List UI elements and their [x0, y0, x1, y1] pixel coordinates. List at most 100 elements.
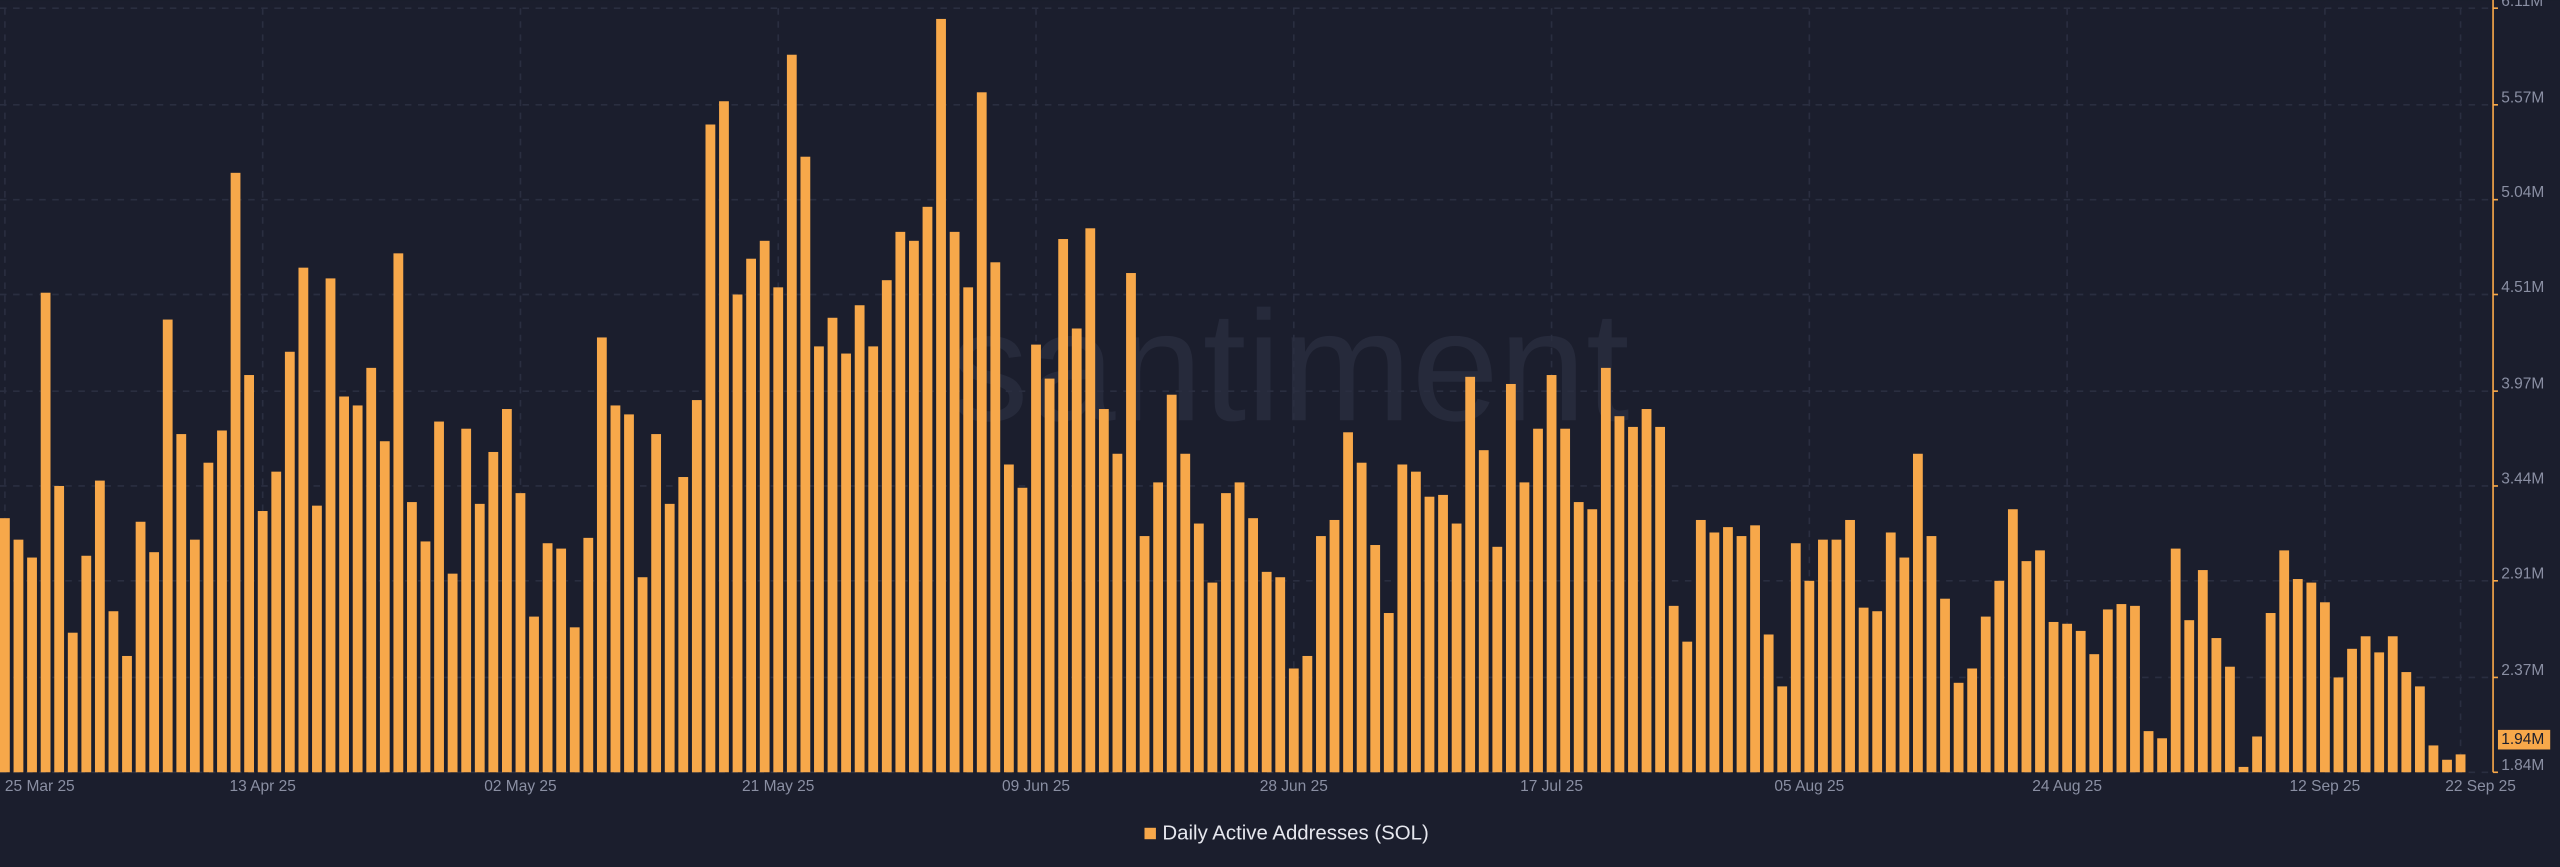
bar [122, 655, 132, 773]
bar [54, 485, 65, 773]
bar [746, 258, 756, 773]
bar [1560, 428, 1571, 773]
bar [976, 92, 987, 773]
bar [1804, 580, 1815, 773]
bar [1316, 536, 1326, 773]
bar [2184, 620, 2195, 773]
bar [2306, 582, 2317, 773]
y-tick-label: 2.91M [2501, 565, 2544, 582]
bar [610, 405, 621, 773]
bar [0, 518, 10, 773]
bar [1193, 523, 1204, 773]
bar [1126, 273, 1136, 773]
bar [1899, 557, 1910, 773]
bar [298, 267, 309, 773]
bar [1397, 464, 1408, 773]
bar [1831, 539, 1842, 773]
y-tick-label: 3.97M [2501, 376, 2544, 393]
x-tick-label: 22 Sep 25 [2445, 778, 2516, 795]
bar [854, 305, 865, 773]
x-tick-label: 05 Aug 25 [1774, 778, 1844, 795]
bar [1533, 428, 1543, 773]
bar [420, 541, 431, 773]
bar [352, 405, 363, 773]
x-tick-label: 21 May 25 [742, 778, 814, 795]
bar [1180, 453, 1191, 773]
bar [596, 337, 607, 773]
y-tick-label: 4.51M [2501, 279, 2544, 296]
bar [1940, 598, 1950, 773]
legend-text: Daily Active Addresses (SOL) [1162, 823, 1428, 845]
bar [2347, 648, 2357, 773]
bar [2279, 550, 2290, 773]
bar [1044, 378, 1055, 773]
bar [1275, 577, 1286, 773]
bar [1234, 482, 1245, 773]
bar [162, 319, 173, 773]
bar [1343, 432, 1353, 773]
bar [203, 462, 214, 773]
bar [705, 124, 716, 773]
bar [325, 278, 336, 773]
bar [2292, 579, 2303, 773]
bar [1492, 546, 1503, 773]
bar [1723, 527, 1733, 773]
bar [1438, 494, 1448, 773]
bar [1777, 686, 1788, 773]
bar [176, 434, 187, 773]
y-tick-label: 6.11M [2501, 0, 2543, 10]
bar [135, 521, 146, 773]
bar [1709, 532, 1720, 773]
bar [651, 434, 662, 773]
bar [2130, 605, 2140, 773]
x-tick-label: 02 May 25 [484, 778, 556, 795]
bar [339, 396, 349, 773]
bar [624, 414, 634, 773]
bar [474, 503, 485, 773]
bar [67, 632, 78, 773]
bar [1885, 532, 1896, 773]
bar [1912, 453, 1923, 773]
bar [407, 502, 417, 773]
bar [678, 477, 689, 773]
bar [1967, 668, 1978, 773]
bar [2414, 686, 2425, 773]
x-tick-label: 09 Jun 25 [1002, 778, 1070, 795]
y-tick-label: 5.57M [2501, 89, 2544, 106]
bar [529, 616, 539, 773]
x-tick-label: 25 Mar 25 [5, 778, 75, 795]
bar [1017, 487, 1028, 773]
bar [2116, 604, 2127, 773]
bar [814, 346, 824, 773]
y-tick-label: 1.84M [2501, 757, 2544, 774]
bar [1383, 613, 1394, 773]
bar [1085, 228, 1096, 773]
bar [434, 421, 444, 773]
bar [1655, 426, 1666, 773]
bar [2238, 766, 2249, 773]
bar [1953, 682, 1964, 773]
bar [1139, 536, 1150, 773]
bar [1166, 394, 1177, 773]
bar [1587, 509, 1598, 773]
bar [1153, 482, 1164, 773]
bar [515, 493, 526, 773]
bar [1071, 328, 1082, 773]
bar [1790, 543, 1801, 773]
bar [1641, 409, 1652, 773]
bar [1411, 471, 1421, 773]
bar [1465, 376, 1476, 773]
bar [719, 101, 729, 773]
bar [990, 262, 1001, 773]
current-value-tag [2497, 729, 2551, 750]
bar [922, 206, 933, 773]
bar [312, 505, 322, 773]
bar [2374, 652, 2385, 773]
bar [827, 317, 838, 773]
bar [1505, 383, 1516, 773]
bar [1682, 641, 1693, 773]
bar [2170, 548, 2181, 773]
x-tick-label: 13 Apr 25 [229, 778, 295, 795]
bar [1872, 611, 1883, 773]
